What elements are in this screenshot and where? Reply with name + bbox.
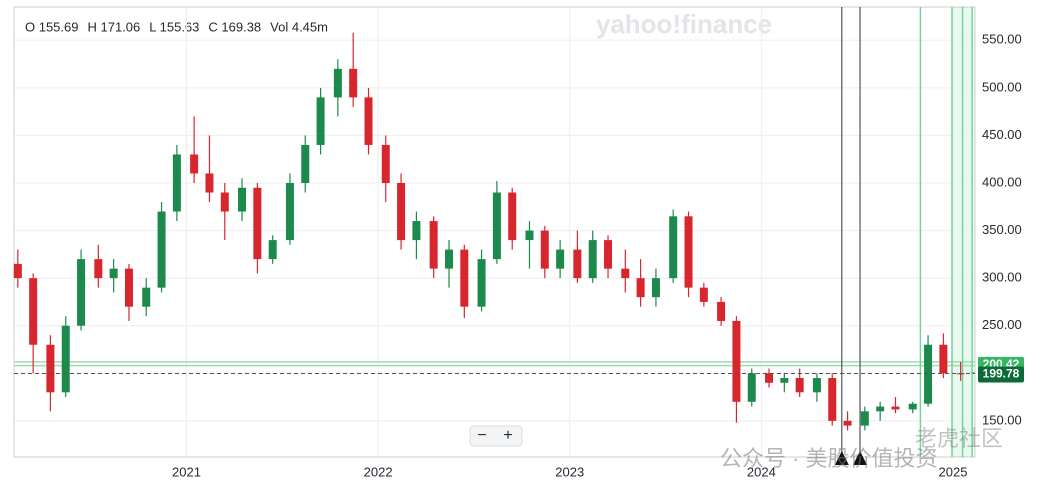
- watermark: 老虎社区: [915, 426, 1003, 451]
- candle-body: [669, 216, 678, 279]
- candle-body: [13, 263, 22, 279]
- x-tick-label: 2022: [364, 464, 393, 479]
- candle-body: [508, 192, 517, 241]
- candle-body: [699, 287, 708, 302]
- candle-body: [109, 268, 118, 279]
- y-tick-label: 350.00: [982, 222, 1022, 237]
- candle-body: [94, 259, 103, 279]
- candle-body: [77, 259, 86, 326]
- x-tick-label: 2021: [172, 464, 201, 479]
- candle-body: [525, 230, 534, 241]
- candle-body: [253, 187, 262, 260]
- candle-body: [238, 187, 247, 212]
- candle-body: [364, 97, 373, 145]
- price-badge: [978, 366, 1024, 383]
- candle-body: [460, 249, 469, 307]
- candle-body: [220, 192, 229, 212]
- y-tick-label: 500.00: [982, 79, 1022, 94]
- candle-body: [939, 344, 948, 374]
- y-tick-label: 150.00: [982, 412, 1022, 427]
- x-tick-label: 2025: [939, 464, 968, 479]
- candle-body: [860, 411, 869, 426]
- plot: 150.00200.00250.00300.00350.00400.00450.…: [13, 7, 1024, 479]
- y-tick-label: 450.00: [982, 127, 1022, 142]
- candle-body: [142, 287, 151, 307]
- event-marker: [834, 451, 849, 465]
- candle-body: [124, 268, 133, 307]
- candle-body: [444, 249, 453, 269]
- candle-body: [924, 344, 933, 404]
- candle-body: [876, 406, 885, 412]
- candle-body: [268, 240, 277, 260]
- candle-body: [381, 144, 390, 184]
- candle-body: [908, 403, 917, 410]
- x-tick-label: 2024: [747, 464, 776, 479]
- ohlc-value: L 155.63: [149, 19, 199, 34]
- candle-body: [780, 378, 789, 383]
- candle-body: [765, 373, 774, 383]
- candle-body: [556, 249, 565, 269]
- y-tick-label: 400.00: [982, 174, 1022, 189]
- candle-body: [828, 378, 837, 421]
- ohlc-value: H 171.06: [88, 19, 141, 34]
- candle-body: [812, 378, 821, 393]
- candle-body: [621, 268, 630, 279]
- y-tick-label: 550.00: [982, 32, 1022, 47]
- candle-body: [651, 278, 660, 298]
- ohlc-value: C 169.38: [208, 19, 261, 34]
- y-tick-label: 250.00: [982, 317, 1022, 332]
- candle-body: [157, 211, 166, 288]
- ohlc-value: Vol 4.45m: [270, 19, 328, 34]
- zoom-panel: [469, 425, 523, 447]
- brand-logo: yahoo!finance: [596, 9, 772, 39]
- y-tick-label: 300.00: [982, 270, 1022, 285]
- candle-body: [843, 420, 852, 426]
- candle-body: [285, 183, 294, 241]
- candle-body: [732, 320, 741, 402]
- candle-body: [190, 154, 199, 174]
- watermark: 公众号 · 美股价值投资: [720, 446, 938, 471]
- price-label: 199.78: [983, 367, 1020, 381]
- candle-body: [636, 278, 645, 298]
- candle-body: [172, 154, 181, 212]
- ohlc-header: O 155.69 H 171.06 L 155.63 C 169.38 Vol 4.45…: [25, 19, 328, 34]
- candle-body: [540, 230, 549, 269]
- candle-body: [301, 144, 310, 184]
- candle-body: [747, 373, 756, 402]
- candle-body: [477, 259, 486, 307]
- candle-body: [397, 183, 406, 241]
- candle-body: [573, 249, 582, 279]
- candle-body: [46, 344, 55, 393]
- candle-body: [61, 325, 70, 393]
- candle-body: [684, 216, 693, 288]
- candle-body: [29, 278, 38, 345]
- event-marker: [853, 451, 868, 465]
- x-tick-label: 2023: [555, 464, 584, 479]
- candle-body: [205, 173, 214, 193]
- candle-body: [492, 192, 501, 260]
- zoom-in-button[interactable]: +: [503, 427, 512, 444]
- zoom-out-button[interactable]: −: [477, 427, 486, 444]
- candle-body: [795, 378, 804, 393]
- candle-body: [333, 68, 342, 98]
- candle-body: [316, 97, 325, 145]
- candle-body: [412, 221, 421, 241]
- candle-body: [429, 221, 438, 269]
- candle-body: [891, 406, 900, 410]
- candle-body: [588, 240, 597, 279]
- candle-body: [604, 240, 613, 269]
- candle-body: [349, 68, 358, 98]
- candle-body: [717, 301, 726, 321]
- ohlc-value: O 155.69: [25, 19, 79, 34]
